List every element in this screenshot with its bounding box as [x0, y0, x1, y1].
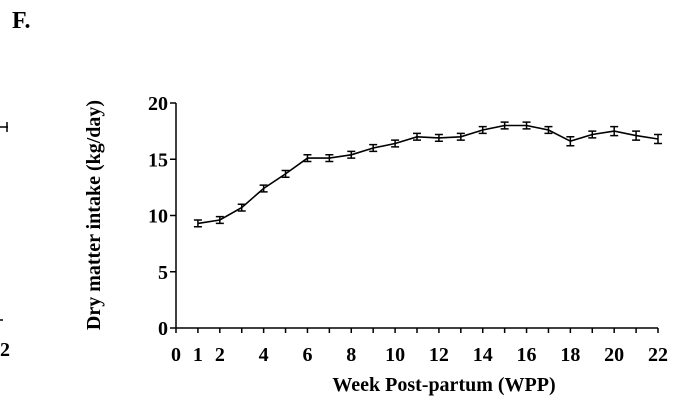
data-point — [303, 154, 312, 163]
data-point — [434, 133, 443, 142]
x-tick-label: 22 — [648, 344, 668, 366]
panel-label: F. — [12, 8, 31, 34]
data-point — [193, 219, 202, 228]
x-tick-label: 16 — [517, 344, 537, 366]
y-tick-label: 20 — [148, 93, 168, 115]
data-point — [588, 130, 597, 139]
data-point — [259, 184, 268, 193]
y-tick-label: 10 — [148, 206, 168, 228]
y-tick-label: 0 — [158, 318, 168, 340]
data-point — [566, 136, 575, 147]
y-tick-label: 5 — [158, 262, 168, 284]
y-axis-title: Dry matter intake (kg/day) — [83, 100, 105, 330]
data-point — [522, 121, 531, 130]
data-point — [391, 139, 400, 148]
error-bars — [193, 121, 662, 228]
y-tick-label: 15 — [148, 149, 168, 171]
x-tick-label: 18 — [560, 344, 580, 366]
x-tick-label: 14 — [473, 344, 493, 366]
x-tick-label: 0 — [171, 344, 181, 366]
data-point — [347, 150, 356, 159]
data-point — [500, 121, 509, 130]
x-tick-label: 4 — [259, 344, 269, 366]
data-point — [215, 215, 224, 225]
data-point — [654, 133, 662, 145]
x-tick-label: 12 — [429, 344, 449, 366]
data-point — [413, 132, 421, 141]
data-point — [478, 125, 487, 135]
data-point — [369, 143, 378, 153]
x-tick-label: 10 — [385, 344, 405, 366]
x-tick-label: 1 — [193, 344, 203, 366]
data-point — [610, 125, 619, 137]
x-tick-label: 2 — [215, 344, 225, 366]
x-tick-label: 8 — [346, 344, 356, 366]
series-line — [197, 124, 659, 225]
x-axis-ticks: 0 1 2 4 6 8 10 12 14 16 18 20 22 — [171, 328, 668, 366]
x-tick-label: 6 — [302, 344, 312, 366]
data-point — [632, 130, 641, 141]
data-point — [456, 132, 465, 141]
y-axis-ticks: 0 5 10 15 20 — [148, 93, 176, 340]
data-point — [237, 203, 246, 212]
x-axis-title: Week Post-partum (WPP) — [332, 374, 555, 396]
neighbor-tick-fragment: 2 — [0, 339, 10, 361]
data-point — [281, 169, 290, 178]
data-point — [544, 125, 553, 135]
data-point — [325, 154, 334, 163]
series-polyline — [197, 124, 659, 225]
x-tick-label: 20 — [604, 344, 624, 366]
